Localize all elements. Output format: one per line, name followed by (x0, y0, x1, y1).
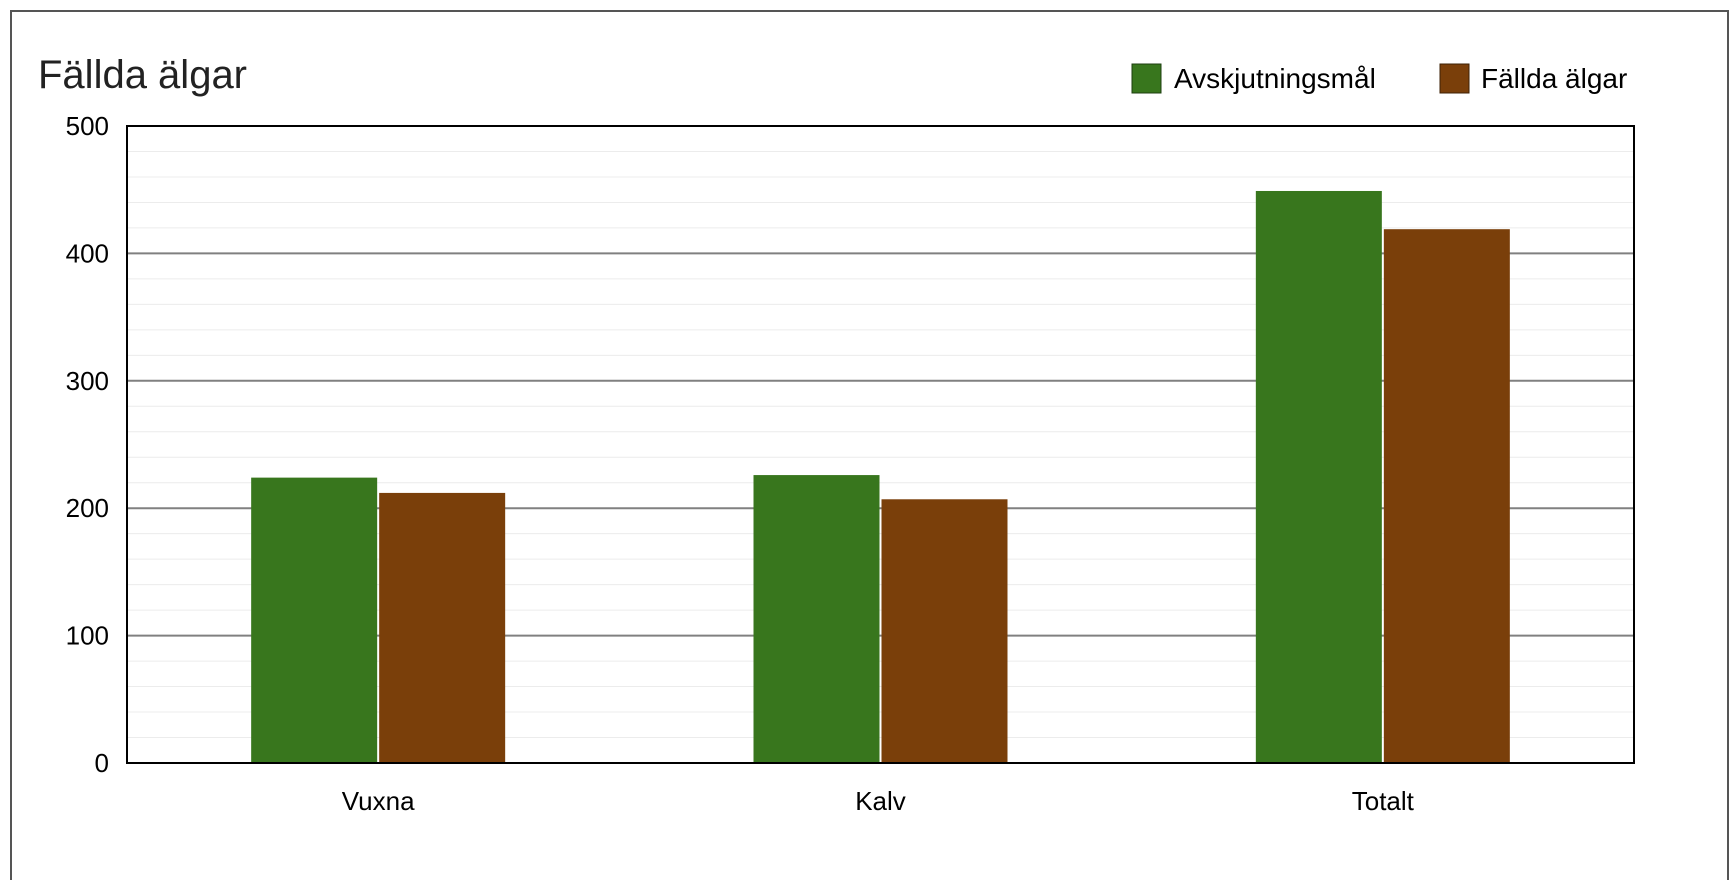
x-tick-label-kalv: Kalv (855, 786, 906, 816)
legend-label-avskjutningsmal: Avskjutningsmål (1174, 63, 1376, 94)
y-tick-label: 0 (95, 748, 109, 778)
bar-kalv-series-1 (881, 499, 1008, 763)
y-tick-label: 500 (66, 111, 109, 141)
bar-vuxna-series-1 (379, 492, 506, 763)
y-axis-ticks: 0 100 200 300 400 500 (66, 111, 109, 778)
x-axis-ticks: Vuxna Kalv Totalt (342, 786, 1415, 816)
legend-swatch-fallda-algar (1439, 63, 1470, 94)
bar-totalt-series-1 (1383, 229, 1510, 764)
bar-vuxna-series-0 (251, 477, 378, 763)
plot-area-border (126, 125, 1635, 764)
y-tick-label: 400 (66, 238, 109, 268)
chart-title: Fällda älgar (38, 53, 247, 97)
y-tick-label: 300 (66, 366, 109, 396)
legend-swatch-avskjutningsmal (1131, 63, 1162, 94)
legend-label-fallda-algar: Fällda älgar (1481, 63, 1627, 94)
x-tick-label-vuxna: Vuxna (342, 786, 415, 816)
bar-totalt-series-0 (1255, 190, 1382, 763)
y-tick-label: 200 (66, 493, 109, 523)
bars (251, 190, 1510, 764)
x-tick-label-totalt: Totalt (1352, 786, 1415, 816)
gridlines (127, 150, 1634, 739)
bar-kalv-series-0 (753, 475, 880, 763)
y-tick-label: 100 (66, 621, 109, 651)
legend: Avskjutningsmål Fällda älgar (1131, 63, 1627, 94)
